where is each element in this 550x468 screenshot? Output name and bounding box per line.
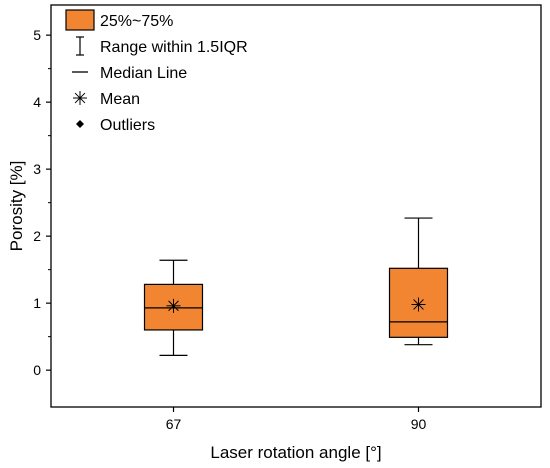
x-tick-label: 90: [411, 416, 427, 432]
y-tick-label: 2: [33, 228, 41, 244]
box-group: [143, 259, 204, 357]
legend-label: Outliers: [100, 117, 155, 134]
box-group: [388, 217, 449, 346]
y-tick-label: 5: [33, 27, 41, 43]
legend-item: Mean: [73, 91, 140, 108]
legend-whisker-symbol: [76, 36, 84, 56]
legend-label: Median Line: [100, 65, 187, 82]
x-axis-label: Laser rotation angle [°]: [210, 443, 381, 462]
y-axis-label: Porosity [%]: [7, 161, 26, 252]
legend-label: Range within 1.5IQR: [100, 39, 248, 56]
legend-item: Outliers: [76, 117, 155, 134]
legend-item: Range within 1.5IQR: [76, 36, 248, 56]
y-tick-label: 3: [33, 161, 41, 177]
y-tick-label: 4: [33, 94, 41, 110]
legend-label: 25%~75%: [100, 13, 173, 30]
legend-outlier-symbol: [76, 120, 84, 128]
legend: 25%~75% Range within 1.5IQR Median Line Mea…: [65, 9, 248, 134]
mean-marker: [166, 298, 181, 313]
x-tick-label: 67: [166, 416, 182, 432]
legend-mean-symbol: [73, 91, 87, 105]
legend-item: Median Line: [72, 65, 187, 82]
y-tick-label: 0: [33, 362, 41, 378]
legend-label: Mean: [100, 91, 140, 108]
y-tick-label: 1: [33, 295, 41, 311]
legend-box-swatch: [65, 9, 95, 31]
mean-marker: [411, 297, 426, 312]
legend-item: 25%~75%: [65, 9, 173, 31]
plot-frame: [50, 4, 542, 408]
iqr-box: [388, 267, 449, 338]
